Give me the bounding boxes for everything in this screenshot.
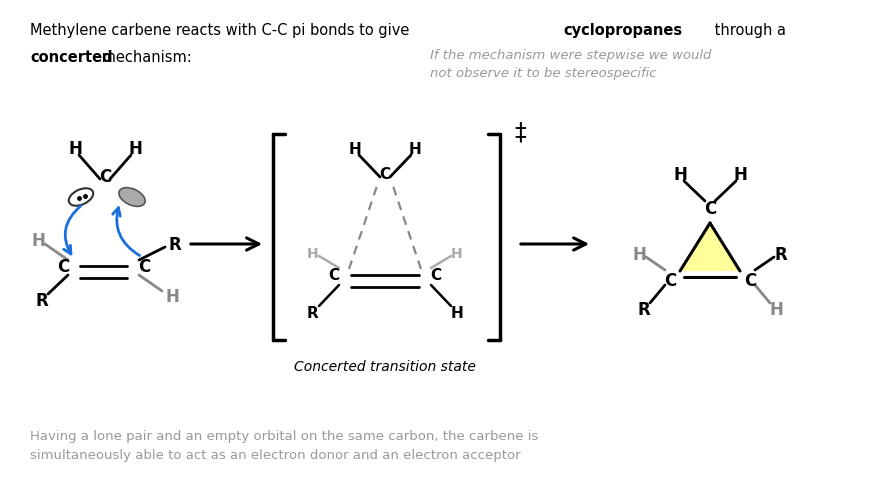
Text: H: H: [769, 301, 783, 319]
FancyArrowPatch shape: [191, 238, 258, 250]
FancyArrowPatch shape: [113, 208, 139, 255]
Text: H: H: [632, 246, 646, 264]
Text: H: H: [68, 140, 82, 158]
Text: H: H: [165, 288, 179, 306]
Text: Having a lone pair and an empty orbital on the same carbon, the carbene is
simul: Having a lone pair and an empty orbital …: [30, 430, 538, 462]
Ellipse shape: [69, 188, 93, 206]
Text: Methylene carbene reacts with C-C pi bonds to give: Methylene carbene reacts with C-C pi bon…: [30, 23, 414, 37]
Text: concerted: concerted: [30, 50, 113, 64]
Text: H: H: [452, 247, 463, 261]
Text: H: H: [31, 232, 45, 250]
Text: If the mechanism were stepwise we would
not observe it to be stereospecific: If the mechanism were stepwise we would …: [430, 49, 712, 80]
Ellipse shape: [119, 187, 146, 206]
Text: C: C: [379, 167, 391, 183]
Text: H: H: [451, 307, 463, 321]
Text: R: R: [774, 246, 788, 264]
Polygon shape: [682, 220, 738, 271]
Text: Concerted transition state: Concerted transition state: [294, 360, 476, 374]
Text: C: C: [430, 269, 442, 283]
Text: H: H: [673, 166, 687, 184]
Text: H: H: [408, 142, 422, 156]
Text: ‡: ‡: [514, 120, 526, 144]
Text: C: C: [138, 258, 150, 276]
Text: R: R: [307, 307, 319, 321]
Text: H: H: [348, 142, 362, 156]
Text: through a: through a: [710, 23, 786, 37]
Text: C: C: [664, 272, 676, 290]
Text: R: R: [638, 301, 650, 319]
Text: R: R: [168, 236, 182, 254]
Text: C: C: [704, 200, 716, 218]
Text: mechanism:: mechanism:: [97, 50, 191, 64]
Text: R: R: [35, 292, 49, 310]
Text: C: C: [99, 168, 111, 186]
Text: C: C: [744, 272, 756, 290]
Text: cyclopropanes: cyclopropanes: [563, 23, 682, 37]
FancyArrowPatch shape: [64, 206, 81, 254]
FancyArrowPatch shape: [520, 238, 586, 250]
Text: H: H: [307, 247, 318, 261]
Text: C: C: [328, 269, 340, 283]
Text: H: H: [128, 140, 142, 158]
Text: H: H: [733, 166, 747, 184]
Text: C: C: [56, 258, 69, 276]
